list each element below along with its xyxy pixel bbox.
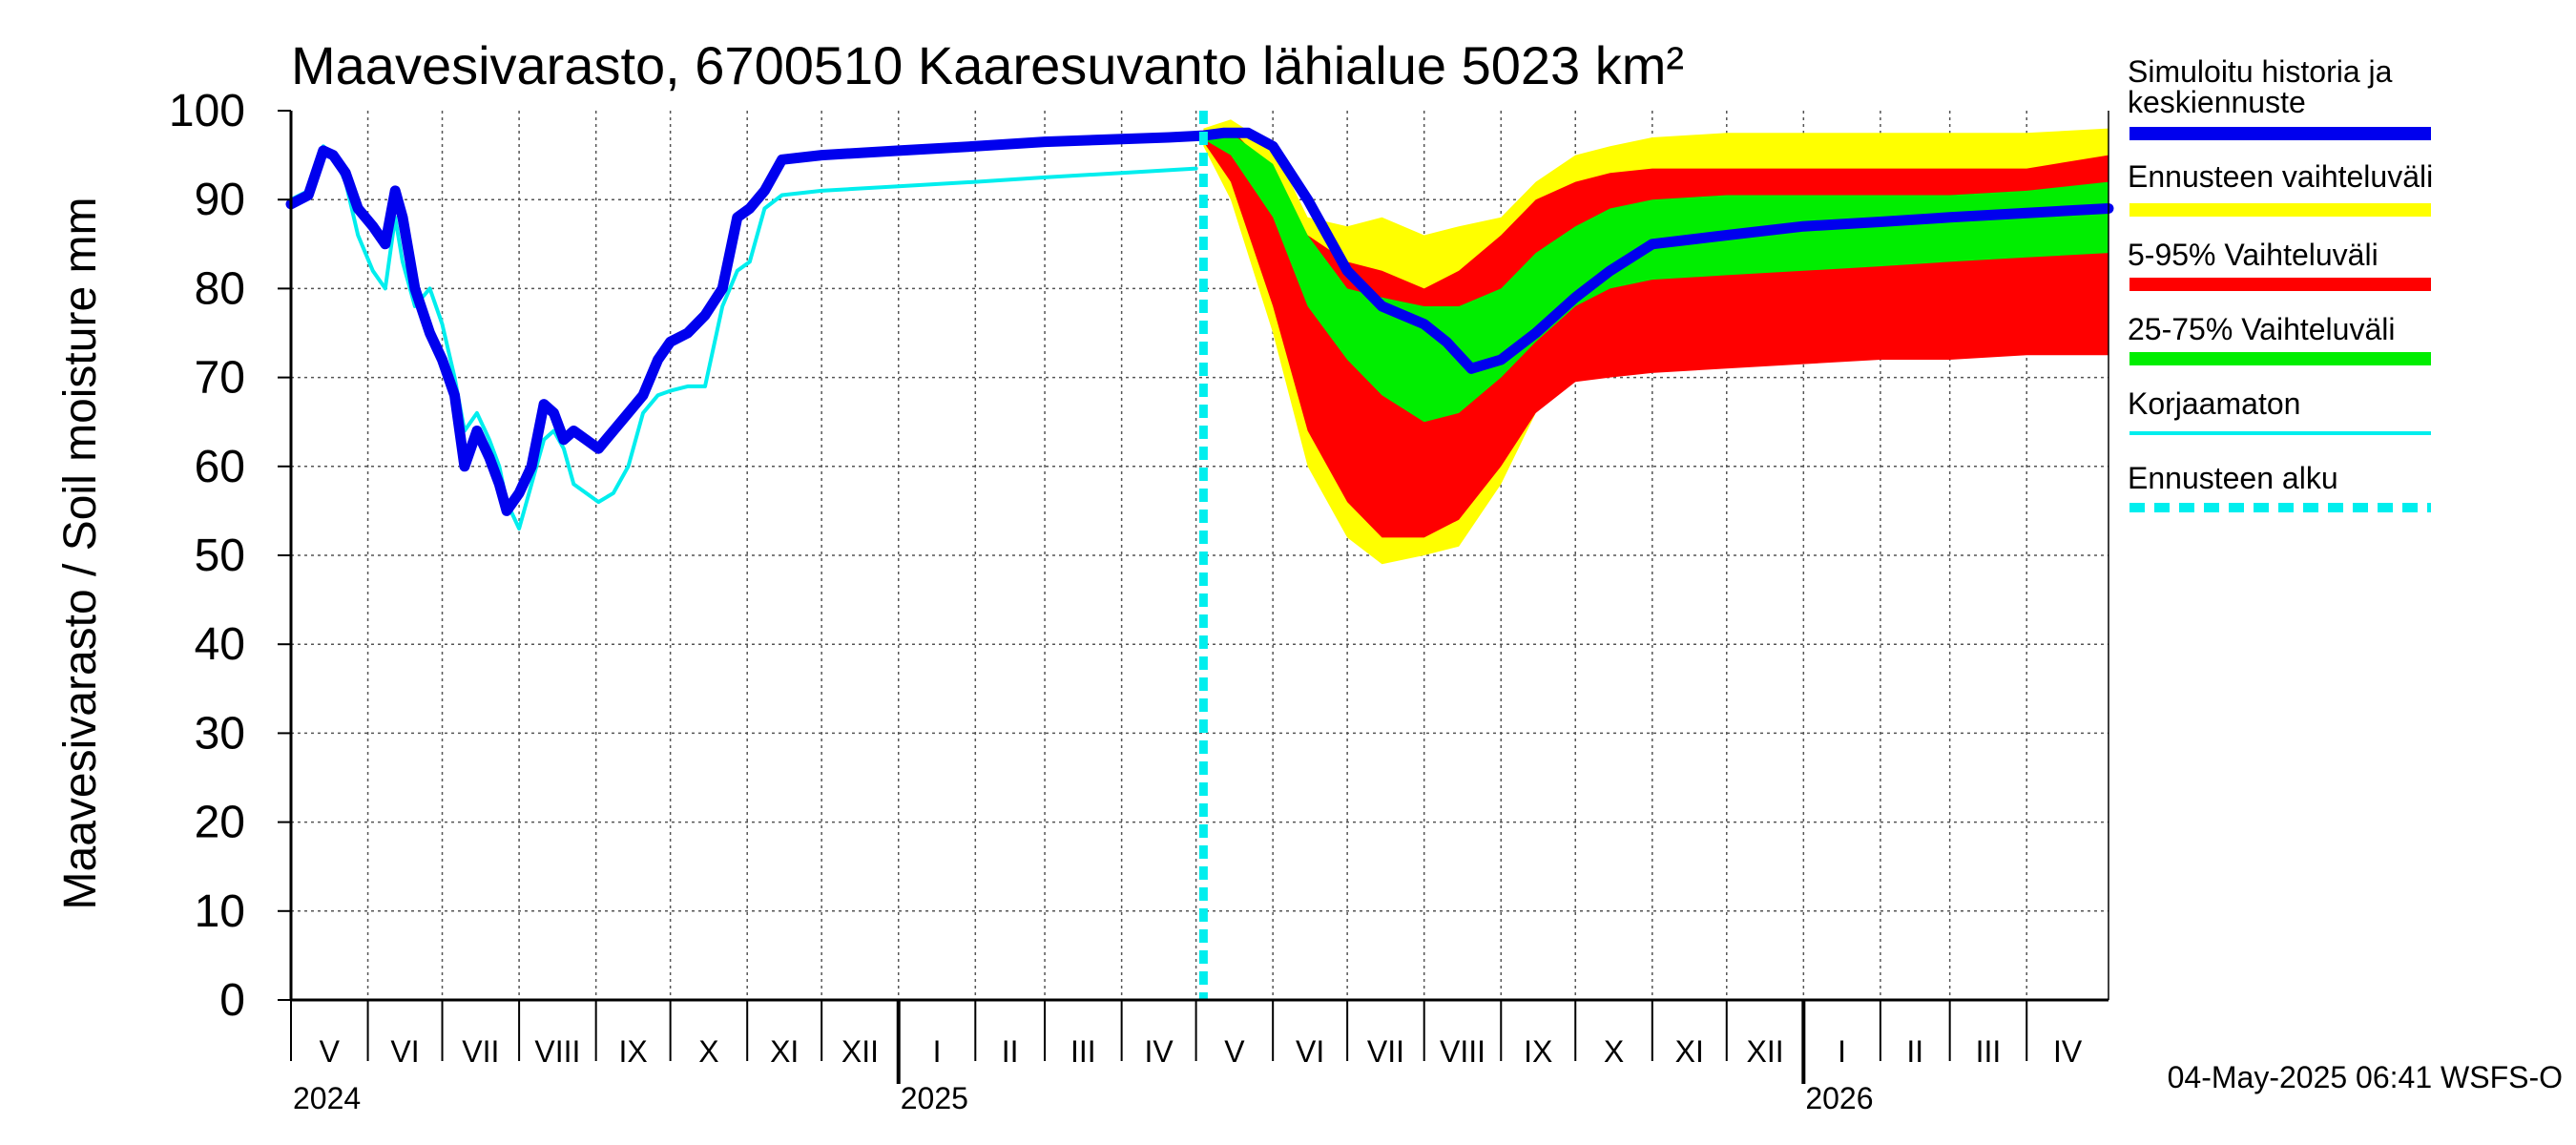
legend-label: 5-95% Vaihteluväli xyxy=(2128,238,2379,272)
series-lines xyxy=(285,111,2114,1000)
x-year-label: 2026 xyxy=(1805,1081,1873,1115)
x-month-label: VII xyxy=(1367,1034,1404,1069)
x-month-label: XI xyxy=(1675,1034,1704,1069)
legend-label: Korjaamaton xyxy=(2128,386,2300,421)
y-tick-label: 30 xyxy=(195,708,245,759)
x-month-labels: V VI VII VIII IX X XI XII I II III IV V VI VII VIII IX X X… xyxy=(293,1034,2083,1115)
x-year-label: 2025 xyxy=(901,1081,968,1115)
x-month-label: VI xyxy=(1296,1034,1324,1069)
y-tick-label: 40 xyxy=(195,619,245,670)
x-year-label: 2024 xyxy=(293,1081,361,1115)
series-line-simuloitu-historia-ja-keskiennuste xyxy=(285,127,2114,516)
x-month-label: VII xyxy=(462,1034,499,1069)
footer-timestamp: 04-May-2025 06:41 WSFS-O xyxy=(2168,1060,2563,1094)
x-month-label: XI xyxy=(770,1034,799,1069)
x-month-label: XII xyxy=(1746,1034,1783,1069)
x-month-label: IX xyxy=(1524,1034,1552,1069)
x-month-label: II xyxy=(1906,1034,1923,1069)
x-month-label: V xyxy=(320,1034,341,1069)
y-tick-label: 100 xyxy=(169,86,245,136)
y-tick-label: 80 xyxy=(195,263,245,314)
x-month-label: X xyxy=(1604,1034,1624,1069)
y-tick-label: 70 xyxy=(195,353,245,404)
x-month-label: XII xyxy=(841,1034,879,1069)
y-tick-label: 60 xyxy=(195,442,245,492)
chart-title: Maavesivarasto, 6700510 Kaaresuvanto läh… xyxy=(291,35,1684,95)
y-tick-label: 20 xyxy=(195,798,245,848)
x-month-label: VIII xyxy=(534,1034,580,1069)
x-month-label: VI xyxy=(390,1034,419,1069)
legend-label: keskiennuste xyxy=(2128,85,2306,119)
y-tick-labels: 0 10 20 30 40 50 60 70 80 90 100 xyxy=(169,86,245,1026)
x-month-label: V xyxy=(1224,1034,1245,1069)
x-month-label: I xyxy=(1838,1034,1846,1069)
y-tick-label: 10 xyxy=(195,886,245,937)
series-line-korjaamaton xyxy=(289,144,1198,531)
x-month-label: II xyxy=(1002,1034,1019,1069)
y-tick-label: 50 xyxy=(195,531,245,581)
legend-label: 25-75% Vaihteluväli xyxy=(2128,312,2395,346)
plot-frame xyxy=(278,110,2109,1084)
y-tick-label: 90 xyxy=(195,175,245,225)
forecast-bands xyxy=(1203,119,2109,565)
x-month-label: III xyxy=(1976,1034,2002,1069)
legend-label: Simuloitu historia ja xyxy=(2128,54,2393,89)
y-tick-label: 0 xyxy=(219,975,245,1026)
x-month-label: IX xyxy=(619,1034,648,1069)
band-25-75-vaihteluv-li xyxy=(1203,133,2109,423)
legend-label: Ennusteen vaihteluväli xyxy=(2128,159,2433,194)
x-month-label: IV xyxy=(1145,1034,1174,1069)
y-axis-label: Maavesivarasto / Soil moisture mm xyxy=(55,198,106,910)
x-month-label: III xyxy=(1070,1034,1096,1069)
x-month-label: IV xyxy=(2053,1034,2083,1069)
x-month-label: VIII xyxy=(1440,1034,1485,1069)
x-month-label: I xyxy=(933,1034,942,1069)
x-month-label: X xyxy=(698,1034,718,1069)
legend-label: Ennusteen alku xyxy=(2128,461,2338,495)
